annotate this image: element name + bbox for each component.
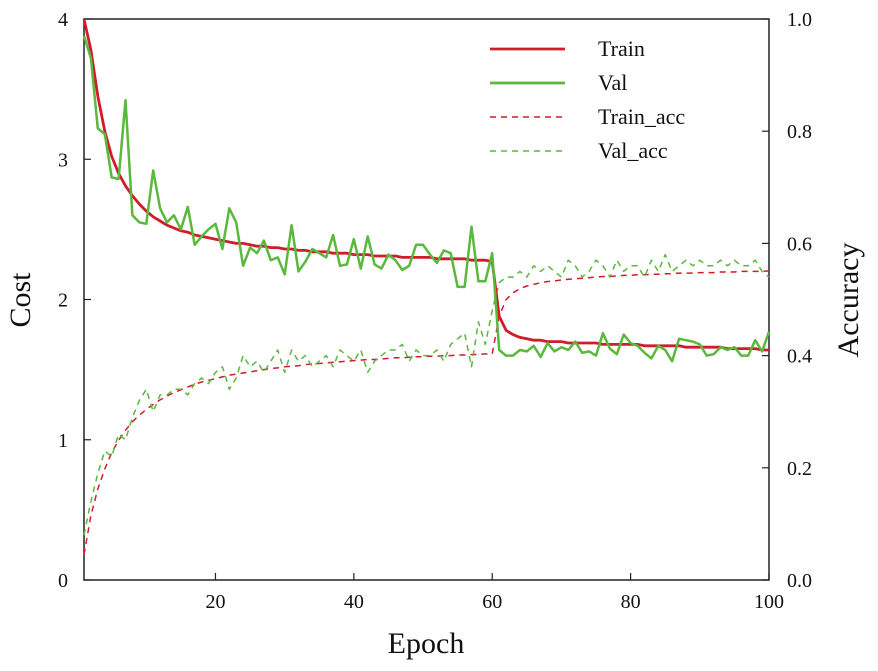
right-tick-label: 0.0 bbox=[787, 570, 812, 592]
right-tick-label: 0.6 bbox=[787, 233, 812, 255]
right-tick-label: 0.8 bbox=[787, 121, 812, 143]
legend-label: Train bbox=[598, 36, 645, 61]
right-tick-label: 0.4 bbox=[787, 346, 812, 368]
x-tick-label: 100 bbox=[754, 591, 784, 613]
series-line-train bbox=[82, 18, 769, 352]
series-line-train-acc bbox=[83, 270, 770, 555]
left-tick-label: 0 bbox=[58, 570, 68, 592]
x-axis-title: Epoch bbox=[388, 627, 465, 660]
x-tick-label: 40 bbox=[344, 591, 364, 613]
right-axis-title: Accuracy bbox=[832, 243, 865, 358]
x-axis-ticks: 20 40 60 80 100 bbox=[205, 573, 784, 613]
x-tick-label: 20 bbox=[205, 591, 225, 613]
legend-label: Val_acc bbox=[598, 138, 668, 163]
right-tick-label: 0.2 bbox=[787, 458, 812, 480]
legend-label: Train_acc bbox=[598, 104, 685, 129]
left-axis-title: Cost bbox=[4, 272, 37, 328]
left-tick-label: 2 bbox=[58, 290, 68, 312]
x-tick-label: 80 bbox=[621, 591, 641, 613]
series-layer bbox=[82, 18, 771, 555]
legend-label: Val bbox=[598, 70, 627, 95]
series-line-val bbox=[82, 35, 771, 363]
right-axis-ticks: 0.0 0.2 0.4 0.6 0.8 1.0 bbox=[762, 9, 812, 592]
legend: Train Val Train_acc Val_acc bbox=[490, 36, 685, 163]
right-tick-label: 1.0 bbox=[787, 9, 812, 31]
left-tick-label: 1 bbox=[58, 430, 68, 452]
x-tick-label: 60 bbox=[482, 591, 502, 613]
left-tick-label: 3 bbox=[58, 149, 68, 171]
series-line-val-acc bbox=[83, 253, 770, 536]
left-axis-ticks: 0 1 2 3 4 bbox=[58, 9, 91, 592]
plot-area: 20 40 60 80 100 0 1 2 3 4 0.0 0.2 0.4 0.6 0.8 1.0 bbox=[58, 9, 812, 613]
left-tick-label: 4 bbox=[58, 9, 68, 31]
